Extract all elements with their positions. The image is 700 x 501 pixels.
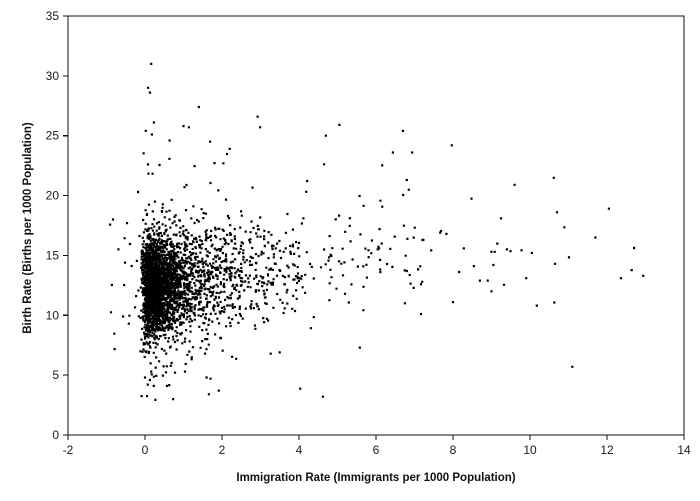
y-tick-label: 25 [46, 129, 60, 143]
tick-marks-layer [63, 15, 685, 440]
y-axis-title: Birth Rate (Births per 1000 Population) [22, 122, 34, 334]
data-points-layer [109, 62, 645, 402]
x-tick-label: -2 [63, 443, 74, 457]
y-tick-label: 20 [46, 189, 60, 203]
x-tick-label: 10 [523, 443, 537, 457]
scatter-points [109, 62, 645, 402]
x-tick-label: 14 [677, 443, 691, 457]
x-axis-title: Immigration Rate (Immigrants per 1000 Po… [236, 472, 515, 484]
x-tick-label: 6 [373, 443, 380, 457]
y-tick-label: 15 [46, 248, 60, 262]
y-tick-label: 0 [52, 428, 59, 442]
x-tick-label: 12 [600, 443, 614, 457]
x-tick-label: 0 [142, 443, 149, 457]
x-tick-label: 4 [296, 443, 303, 457]
x-tick-label: 8 [450, 443, 457, 457]
tick-labels-layer: -2 0 2 4 6 8 10 12 14 0 5 10 15 20 25 30 35 [46, 9, 691, 457]
y-tick-label: 5 [52, 368, 59, 382]
x-tick-label: 2 [219, 443, 226, 457]
y-tick-label: 35 [46, 9, 60, 23]
y-tick-label: 30 [46, 69, 60, 83]
y-tick-label: 10 [46, 308, 60, 322]
